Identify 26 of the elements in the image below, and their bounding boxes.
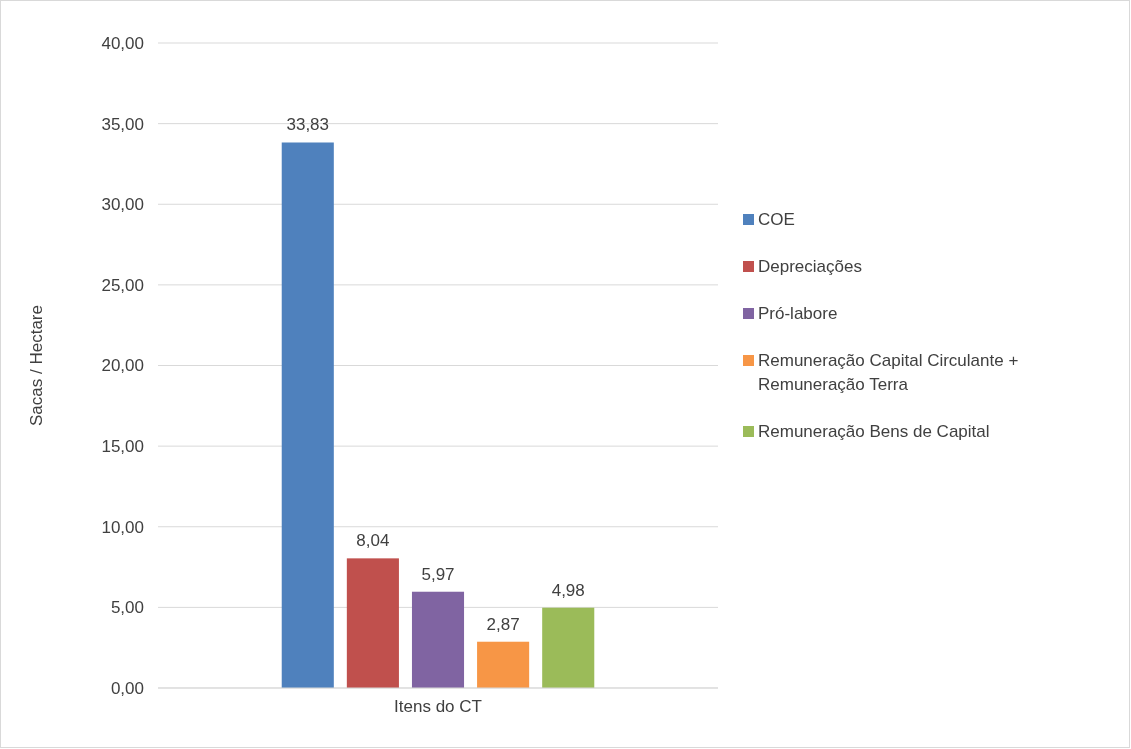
y-tick-label: 40,00 (101, 33, 144, 53)
data-label: 5,97 (421, 564, 455, 584)
data-label: 4,98 (551, 580, 585, 600)
y-tick-label: 30,00 (101, 195, 144, 215)
bar (281, 142, 334, 688)
y-tick-label: 15,00 (101, 437, 144, 457)
bar (477, 641, 530, 688)
data-label: 2,87 (486, 614, 520, 634)
legend-label: Depreciações (758, 257, 862, 276)
legend-label: COE (758, 210, 795, 229)
legend-label: Remuneração Capital Circulante + Remuneração Terra (758, 351, 1019, 394)
x-tick-label: Itens do CT (394, 697, 482, 716)
data-label: 8,04 (356, 531, 390, 551)
y-tick-label: 0,00 (110, 678, 144, 698)
y-tick-label: 5,00 (110, 598, 144, 618)
bar (346, 558, 399, 688)
y-tick-label: 25,00 (101, 275, 144, 295)
bar (411, 591, 465, 688)
y-tick-label: 20,00 (101, 356, 144, 376)
legend-label: Remuneração Bens de Capital (758, 422, 990, 441)
y-axis-title: Sacas / Hectare (27, 305, 46, 426)
y-tick-label: 35,00 (101, 114, 144, 134)
bar (542, 607, 595, 688)
legend-label: Pró-labore (758, 304, 838, 323)
y-tick-label: 10,00 (101, 517, 144, 537)
data-label: 33,83 (286, 115, 330, 135)
